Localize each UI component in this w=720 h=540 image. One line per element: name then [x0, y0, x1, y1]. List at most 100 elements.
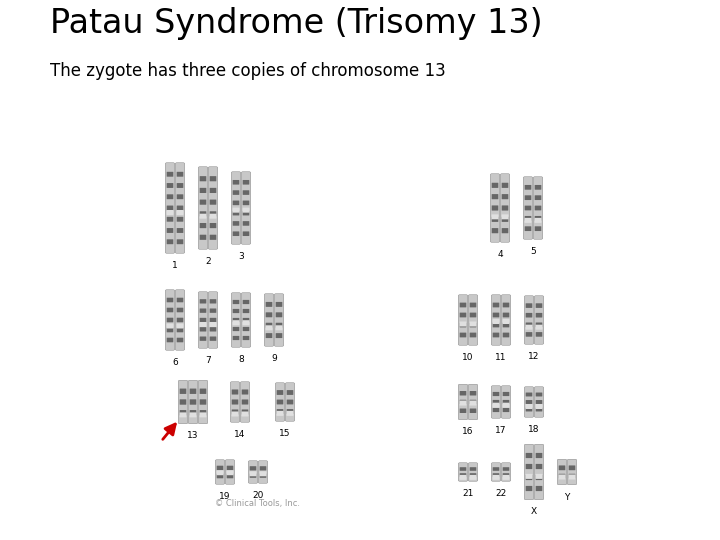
- FancyBboxPatch shape: [276, 325, 282, 330]
- FancyBboxPatch shape: [176, 210, 184, 215]
- FancyBboxPatch shape: [276, 409, 283, 414]
- FancyBboxPatch shape: [167, 206, 174, 211]
- FancyBboxPatch shape: [492, 467, 499, 471]
- FancyBboxPatch shape: [526, 325, 533, 330]
- FancyBboxPatch shape: [501, 386, 510, 418]
- FancyBboxPatch shape: [199, 299, 207, 303]
- FancyBboxPatch shape: [250, 466, 256, 470]
- FancyBboxPatch shape: [210, 223, 216, 228]
- FancyBboxPatch shape: [536, 474, 542, 479]
- FancyBboxPatch shape: [241, 293, 251, 347]
- FancyBboxPatch shape: [490, 174, 500, 242]
- FancyBboxPatch shape: [210, 308, 216, 313]
- FancyBboxPatch shape: [503, 475, 510, 480]
- FancyBboxPatch shape: [180, 389, 186, 394]
- FancyBboxPatch shape: [569, 475, 575, 480]
- FancyBboxPatch shape: [287, 411, 294, 416]
- FancyBboxPatch shape: [491, 295, 500, 345]
- FancyBboxPatch shape: [243, 200, 249, 205]
- FancyBboxPatch shape: [503, 313, 509, 318]
- FancyBboxPatch shape: [233, 208, 240, 213]
- FancyBboxPatch shape: [536, 408, 542, 411]
- FancyBboxPatch shape: [526, 303, 532, 308]
- FancyBboxPatch shape: [526, 464, 532, 469]
- FancyBboxPatch shape: [243, 211, 249, 215]
- FancyBboxPatch shape: [210, 176, 216, 181]
- FancyBboxPatch shape: [534, 387, 544, 417]
- FancyBboxPatch shape: [492, 302, 499, 307]
- FancyBboxPatch shape: [534, 444, 544, 500]
- FancyBboxPatch shape: [233, 318, 239, 322]
- FancyBboxPatch shape: [526, 393, 532, 396]
- FancyBboxPatch shape: [199, 399, 207, 404]
- FancyBboxPatch shape: [233, 211, 239, 215]
- FancyBboxPatch shape: [233, 320, 240, 325]
- FancyBboxPatch shape: [459, 333, 467, 338]
- FancyBboxPatch shape: [567, 460, 577, 485]
- FancyBboxPatch shape: [536, 486, 542, 491]
- FancyBboxPatch shape: [459, 463, 468, 481]
- FancyBboxPatch shape: [503, 333, 509, 338]
- FancyBboxPatch shape: [199, 318, 207, 322]
- FancyBboxPatch shape: [559, 465, 565, 470]
- FancyBboxPatch shape: [243, 300, 249, 304]
- FancyBboxPatch shape: [559, 475, 565, 480]
- FancyBboxPatch shape: [167, 217, 174, 222]
- FancyBboxPatch shape: [534, 296, 544, 344]
- FancyBboxPatch shape: [233, 200, 239, 205]
- FancyBboxPatch shape: [503, 467, 509, 471]
- FancyBboxPatch shape: [189, 380, 198, 424]
- FancyBboxPatch shape: [176, 318, 184, 322]
- FancyBboxPatch shape: [189, 413, 197, 417]
- FancyBboxPatch shape: [469, 321, 477, 327]
- FancyBboxPatch shape: [243, 320, 250, 325]
- FancyBboxPatch shape: [240, 382, 250, 422]
- FancyBboxPatch shape: [524, 387, 534, 417]
- FancyBboxPatch shape: [502, 214, 508, 219]
- FancyBboxPatch shape: [259, 471, 266, 476]
- FancyBboxPatch shape: [232, 400, 238, 404]
- FancyBboxPatch shape: [492, 473, 499, 477]
- FancyBboxPatch shape: [525, 206, 531, 211]
- Text: 7: 7: [205, 356, 211, 365]
- FancyBboxPatch shape: [166, 163, 175, 253]
- FancyBboxPatch shape: [217, 474, 223, 478]
- FancyBboxPatch shape: [210, 214, 217, 219]
- FancyBboxPatch shape: [535, 185, 541, 190]
- FancyBboxPatch shape: [232, 389, 238, 395]
- FancyBboxPatch shape: [210, 299, 216, 303]
- FancyBboxPatch shape: [469, 467, 477, 471]
- FancyBboxPatch shape: [469, 302, 477, 307]
- FancyBboxPatch shape: [503, 392, 509, 396]
- FancyBboxPatch shape: [233, 232, 239, 236]
- FancyBboxPatch shape: [199, 410, 207, 415]
- FancyBboxPatch shape: [242, 389, 248, 395]
- FancyBboxPatch shape: [502, 228, 508, 233]
- FancyBboxPatch shape: [167, 298, 174, 302]
- FancyBboxPatch shape: [176, 239, 184, 244]
- FancyBboxPatch shape: [242, 400, 248, 404]
- Text: The zygote has three copies of chromosome 13: The zygote has three copies of chromosom…: [50, 62, 446, 80]
- FancyBboxPatch shape: [503, 400, 509, 404]
- FancyBboxPatch shape: [180, 399, 186, 404]
- FancyBboxPatch shape: [503, 302, 509, 307]
- Text: 10: 10: [462, 353, 474, 362]
- FancyBboxPatch shape: [198, 380, 207, 424]
- FancyBboxPatch shape: [492, 400, 499, 404]
- FancyBboxPatch shape: [459, 467, 467, 471]
- FancyBboxPatch shape: [491, 386, 500, 418]
- FancyBboxPatch shape: [491, 463, 500, 481]
- FancyBboxPatch shape: [167, 308, 174, 312]
- FancyBboxPatch shape: [501, 463, 510, 481]
- FancyBboxPatch shape: [167, 338, 174, 342]
- FancyBboxPatch shape: [231, 293, 240, 347]
- FancyBboxPatch shape: [503, 319, 510, 324]
- FancyBboxPatch shape: [469, 391, 477, 395]
- FancyBboxPatch shape: [260, 474, 266, 478]
- FancyBboxPatch shape: [210, 336, 216, 341]
- FancyBboxPatch shape: [210, 318, 216, 322]
- FancyBboxPatch shape: [260, 466, 266, 470]
- FancyBboxPatch shape: [459, 475, 467, 480]
- FancyBboxPatch shape: [276, 323, 282, 328]
- FancyBboxPatch shape: [536, 400, 542, 404]
